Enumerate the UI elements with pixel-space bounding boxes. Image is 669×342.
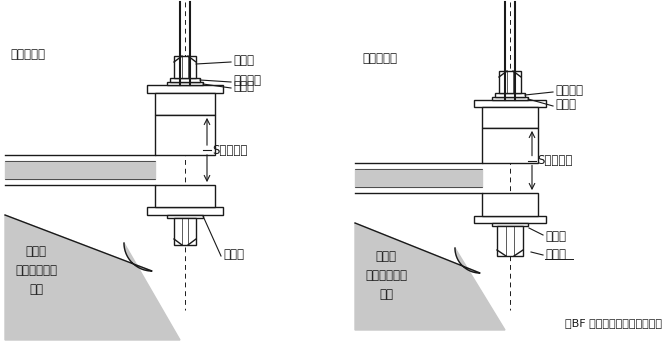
Bar [474, 100, 546, 107]
Text: S＝締代残: S＝締代残 [537, 154, 573, 167]
Text: 相手側配管: 相手側配管 [10, 49, 45, 62]
Text: ゴム製
フレキシブル
継手: ゴム製 フレキシブル 継手 [365, 250, 407, 301]
Bar [495, 93, 525, 97]
Bar [155, 93, 215, 115]
Text: ゴム製
フレキシブル
継手: ゴム製 フレキシブル 継手 [15, 245, 57, 296]
Text: （BF コネクタ・タフボーイ）: （BF コネクタ・タフボーイ） [565, 318, 662, 328]
Bar [147, 207, 223, 215]
Bar [482, 107, 538, 128]
Bar [174, 218, 196, 245]
Bar [492, 97, 528, 100]
Text: ナット: ナット [233, 54, 254, 67]
Text: ナット: ナット [545, 248, 566, 261]
Polygon shape [5, 215, 180, 340]
Text: ばね座金: ばね座金 [233, 75, 261, 88]
Text: ばね座金: ばね座金 [555, 84, 583, 97]
Polygon shape [355, 223, 505, 330]
Text: 平座金: 平座金 [545, 229, 566, 242]
Bar [497, 226, 523, 256]
Bar [482, 128, 538, 163]
Bar [174, 56, 196, 78]
Text: 相手側配管: 相手側配管 [362, 52, 397, 65]
Bar [474, 216, 546, 223]
Text: 平座金: 平座金 [233, 80, 254, 93]
Text: 平座金: 平座金 [555, 98, 576, 111]
Bar [492, 223, 528, 226]
Bar [482, 193, 538, 216]
Bar [170, 78, 200, 82]
Text: S＝締代残: S＝締代残 [212, 144, 248, 157]
Text: 平座金: 平座金 [223, 249, 244, 262]
Bar [155, 185, 215, 207]
Bar [147, 85, 223, 93]
Bar [155, 115, 215, 155]
Bar [167, 82, 203, 85]
Bar [167, 215, 203, 218]
Bar [499, 71, 521, 93]
